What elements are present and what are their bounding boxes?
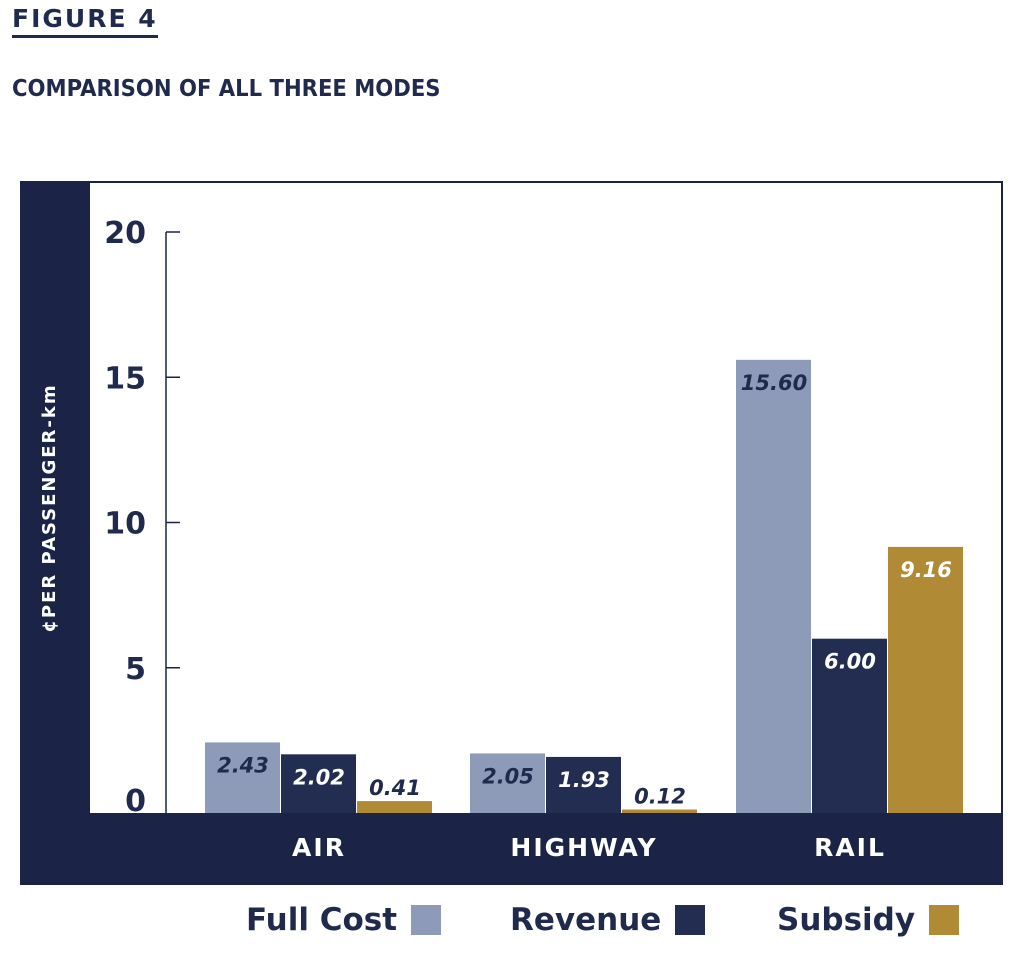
y-axis-band bbox=[21, 182, 90, 884]
legend-item-full-cost: Full Cost bbox=[246, 902, 442, 938]
legend: Full Cost Revenue Subsidy bbox=[0, 902, 1024, 950]
y-tick-label: 5 bbox=[125, 652, 146, 687]
data-label: 0.12 bbox=[634, 785, 686, 809]
bar-revenue-air bbox=[281, 754, 356, 813]
y-tick-label: 20 bbox=[104, 216, 146, 251]
legend-swatch-full-cost bbox=[411, 905, 442, 935]
data-label: 0.41 bbox=[369, 776, 421, 800]
y-axis-label: ¢PER PASSENGER-km bbox=[39, 383, 60, 632]
category-label-highway: HIGHWAY bbox=[510, 833, 657, 862]
category-label-rail: RAIL bbox=[814, 833, 886, 862]
y-tick-label: 15 bbox=[104, 361, 146, 396]
data-label: 15.60 bbox=[741, 371, 807, 395]
data-label: 2.05 bbox=[482, 764, 534, 788]
bar-full-cost-rail bbox=[736, 359, 811, 813]
legend-swatch-subsidy bbox=[929, 905, 960, 935]
bar-subsidy-highway bbox=[622, 809, 697, 813]
legend-label-subsidy: Subsidy bbox=[777, 902, 916, 938]
bar-full-cost-highway bbox=[470, 753, 545, 813]
bar-subsidy-air bbox=[357, 801, 432, 813]
figure-title: COMPARISON OF ALL THREE MODES bbox=[12, 76, 441, 102]
bar-full-cost-air bbox=[205, 742, 280, 813]
legend-item-revenue: Revenue bbox=[510, 902, 706, 938]
legend-label-revenue: Revenue bbox=[510, 902, 662, 938]
category-label-air: AIR bbox=[292, 833, 346, 862]
data-label: 2.43 bbox=[217, 753, 269, 777]
bar-subsidy-rail bbox=[888, 546, 963, 813]
chart: ¢PER PASSENGER-km 0 5 10 15 20 2.43 2.02 0.41 2… bbox=[20, 181, 1003, 885]
y-tick-label: 10 bbox=[104, 507, 146, 542]
x-axis-band bbox=[21, 813, 1002, 884]
legend-swatch-revenue bbox=[675, 905, 706, 935]
data-label: 1.93 bbox=[558, 768, 610, 792]
legend-label-full-cost: Full Cost bbox=[246, 902, 398, 938]
legend-item-subsidy: Subsidy bbox=[777, 902, 960, 938]
data-label: 9.16 bbox=[900, 558, 952, 582]
data-label: 2.02 bbox=[293, 765, 345, 789]
bar-revenue-highway bbox=[546, 756, 621, 813]
figure-label: FIGURE 4 bbox=[12, 4, 158, 38]
bar-revenue-rail bbox=[812, 638, 887, 813]
data-label: 6.00 bbox=[824, 650, 876, 674]
y-tick-label: 0 bbox=[125, 784, 146, 819]
